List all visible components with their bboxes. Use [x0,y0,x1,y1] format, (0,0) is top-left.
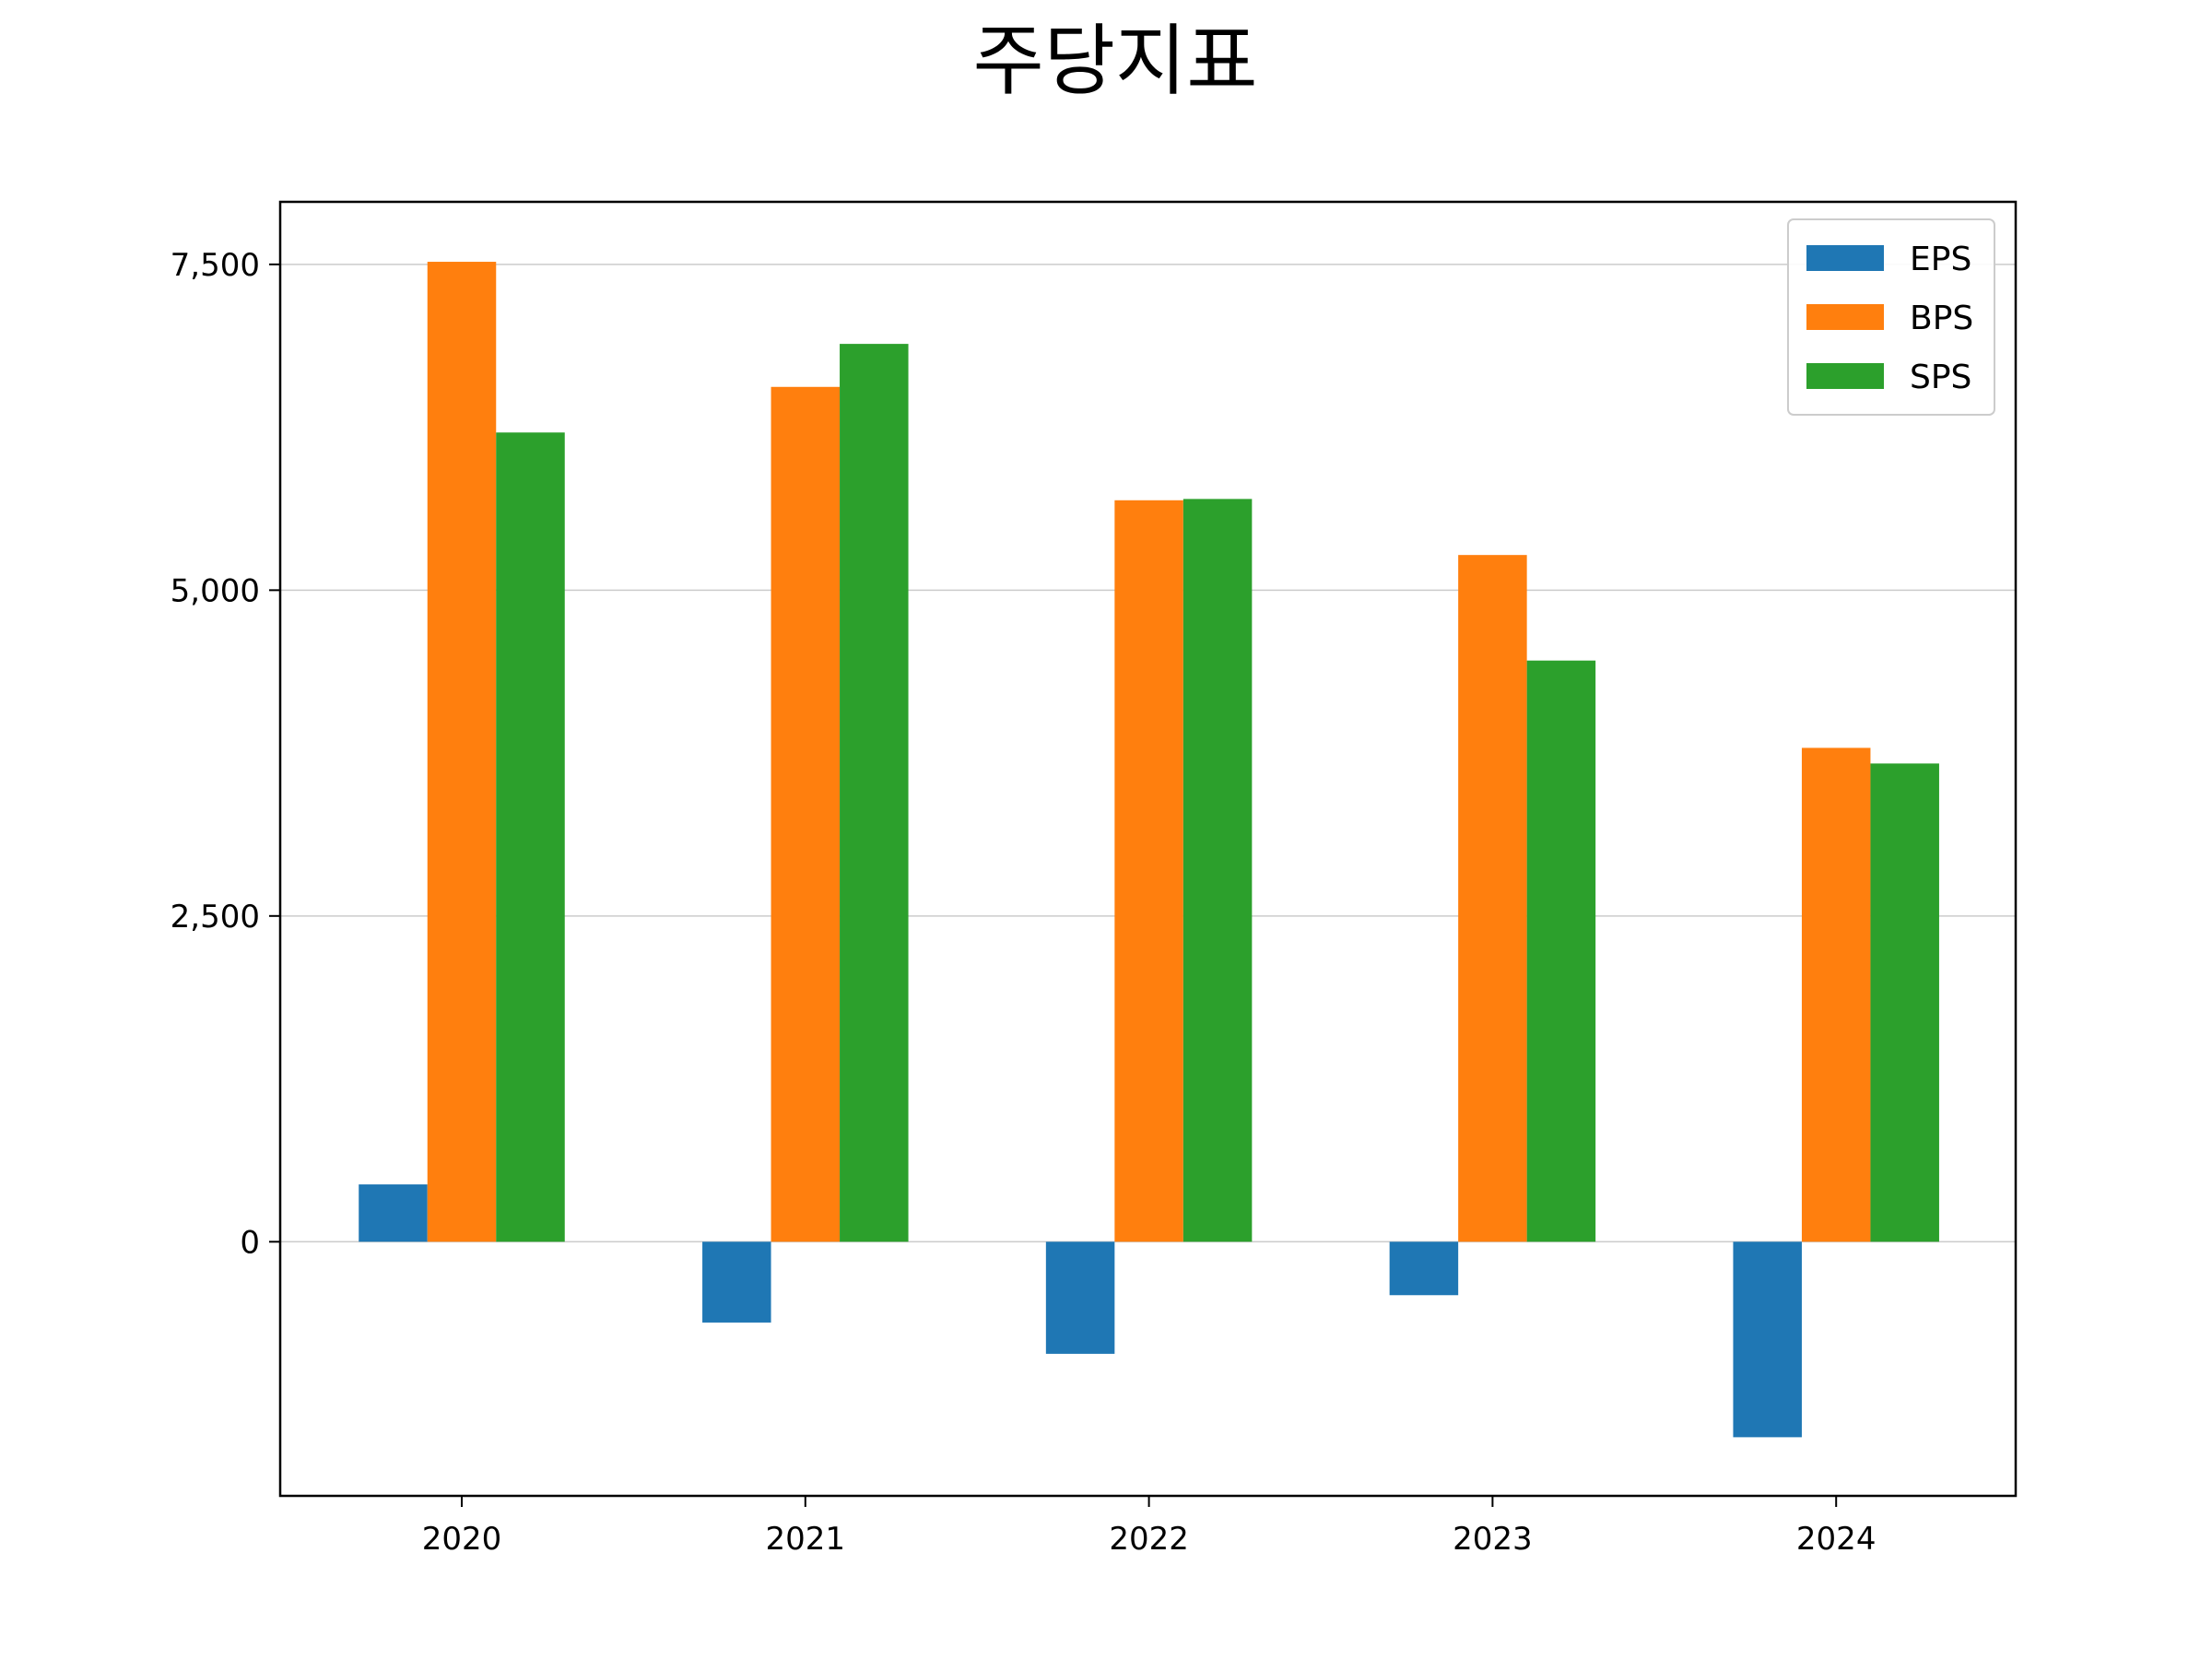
x-tick-label-2024: 2024 [1796,1521,1877,1558]
y-tick-label-2: 5,000 [171,572,260,609]
chart-title: 주당지표 [972,16,1257,106]
bar-sps-2022 [1182,499,1253,1242]
x-tick-label-2021: 2021 [766,1521,846,1558]
bar-bps-2023 [1458,555,1527,1242]
bar-bps-2022 [1114,500,1183,1242]
y-tick-label-3: 7,500 [171,247,260,284]
x-tick-label-2023: 2023 [1453,1521,1533,1558]
legend-label-bps: BPS [1910,300,1973,337]
plot-frame [278,200,2018,1498]
axes: 0 2,500 5,000 7,500 2020 2021 2022 2023 2024 [171,200,2018,1558]
y-tick-label-0: 0 [240,1224,260,1261]
bar-bps-2021 [771,386,841,1242]
legend-swatch-eps [1806,245,1884,271]
bar-bps-2020 [427,262,497,1242]
legend-swatch-bps [1806,304,1884,330]
legend-label-sps: SPS [1910,359,1971,396]
bar-sps-2024 [1870,763,1939,1242]
bar-sps-2023 [1526,660,1596,1242]
bar-sps-2021 [840,344,909,1242]
bars [359,262,1939,1438]
x-tick-label-2022: 2022 [1109,1521,1189,1558]
x-tick-label-2020: 2020 [422,1521,502,1558]
bar-sps-2020 [496,432,565,1242]
bar-eps-2024 [1733,1241,1802,1438]
legend-swatch-sps [1806,363,1884,389]
bar-eps-2021 [702,1241,771,1323]
legend-label-eps: EPS [1910,241,1971,278]
bar-eps-2022 [1045,1241,1115,1354]
bar-eps-2020 [359,1184,428,1242]
bar-bps-2024 [1801,747,1871,1242]
bar-eps-2023 [1389,1241,1459,1296]
legend: EPS BPS SPS [1787,218,1995,416]
y-tick-label-1: 2,500 [171,899,260,935]
